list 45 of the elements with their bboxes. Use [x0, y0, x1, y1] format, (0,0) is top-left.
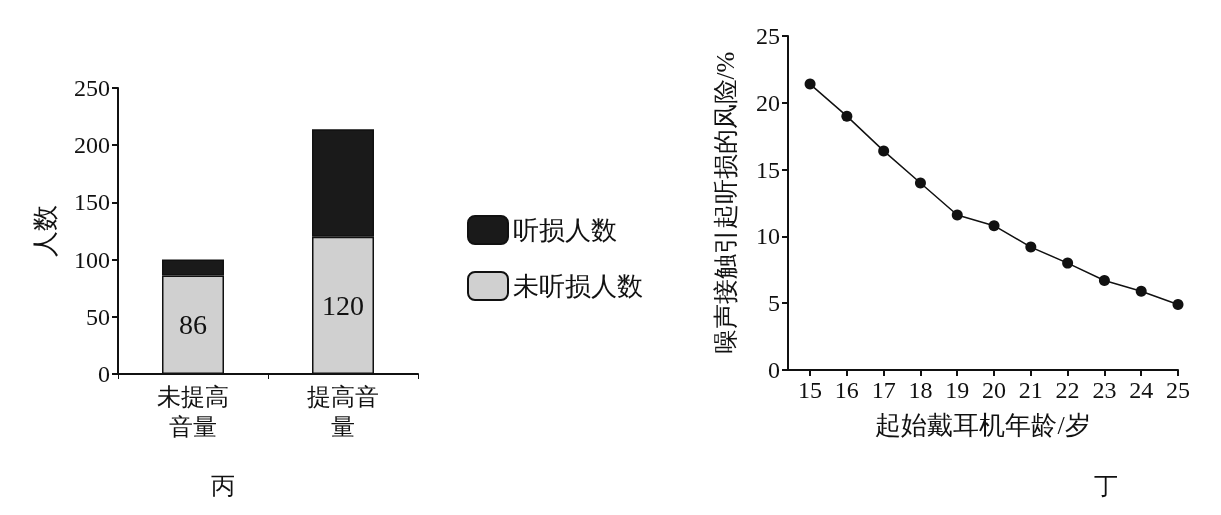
- point: [1135, 285, 1147, 297]
- x-tick-label: 提高音量: [307, 384, 379, 440]
- point: [1062, 257, 1074, 269]
- x-tick-label: 24: [1129, 377, 1154, 403]
- legend-label: 听损人数: [513, 215, 617, 245]
- y-tick-label: 25: [756, 23, 780, 49]
- point: [951, 209, 963, 221]
- x-tick-label: 25: [1166, 377, 1190, 403]
- y-tick-label: 150: [74, 189, 110, 216]
- x-tick-label: 17: [871, 377, 896, 403]
- data-label: 86: [179, 309, 207, 341]
- point: [1098, 274, 1110, 286]
- x-tick-label: 20: [982, 377, 1007, 403]
- point: [1025, 241, 1037, 253]
- y-tick-label: 200: [74, 132, 110, 159]
- x-tick-label: 21: [1018, 377, 1043, 403]
- y-tick-label: 5: [768, 290, 780, 317]
- text: 丁: [1094, 473, 1119, 499]
- point: [878, 145, 890, 157]
- data-label: 120: [322, 289, 364, 321]
- y-tick-label: 50: [86, 303, 110, 330]
- point: [1172, 299, 1184, 311]
- point: [914, 177, 926, 189]
- x-tick-label: 23: [1092, 377, 1117, 403]
- x-tick-label: 未提高音量: [157, 384, 229, 440]
- point: [841, 110, 853, 122]
- legend-label: 未听损人数: [513, 271, 643, 301]
- y-tick-label: 10: [756, 223, 780, 250]
- x-tick-label: 18: [908, 377, 933, 403]
- y-tick-label: 20: [756, 89, 780, 116]
- y-tick-label: 250: [74, 75, 110, 101]
- x-tick-label: 16: [834, 377, 859, 403]
- y-tick-label: 0: [768, 357, 780, 383]
- y-axis-title: 人数: [30, 205, 60, 257]
- x-tick-label: 22: [1055, 377, 1080, 403]
- y-tick-label: 0: [98, 361, 110, 387]
- y-axis-title: 噪声接触引起听损的风险/%: [712, 51, 739, 355]
- x-tick-label: 19: [945, 377, 970, 403]
- x-tick-label: 15: [798, 377, 823, 403]
- x-axis-title: 起始戴耳机年龄/岁: [875, 410, 1091, 440]
- point: [804, 78, 816, 90]
- y-tick-label: 100: [74, 246, 110, 273]
- point: [988, 220, 1000, 232]
- text: 丙: [211, 473, 235, 499]
- y-tick-label: 15: [756, 156, 780, 183]
